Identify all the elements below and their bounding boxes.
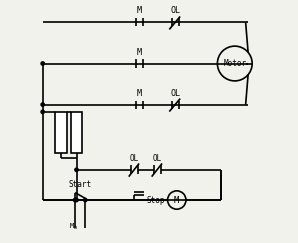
Text: OL: OL xyxy=(153,154,162,163)
Bar xyxy=(71,112,82,153)
Text: M: M xyxy=(174,196,179,205)
Text: Stop: Stop xyxy=(147,196,165,205)
Text: OL: OL xyxy=(130,154,139,163)
Bar xyxy=(55,112,67,153)
Text: M$_a$: M$_a$ xyxy=(69,222,78,232)
Circle shape xyxy=(41,110,44,113)
Circle shape xyxy=(83,198,87,202)
Circle shape xyxy=(41,103,44,106)
Text: M: M xyxy=(137,7,142,16)
Circle shape xyxy=(75,168,78,172)
Circle shape xyxy=(73,198,77,202)
Text: M: M xyxy=(137,89,142,98)
Text: M: M xyxy=(137,48,142,57)
Text: OL: OL xyxy=(170,7,181,16)
Text: OL: OL xyxy=(170,89,181,98)
Text: Motor: Motor xyxy=(223,59,246,68)
Text: Start: Start xyxy=(69,180,92,189)
Circle shape xyxy=(75,198,78,202)
Circle shape xyxy=(41,62,44,65)
